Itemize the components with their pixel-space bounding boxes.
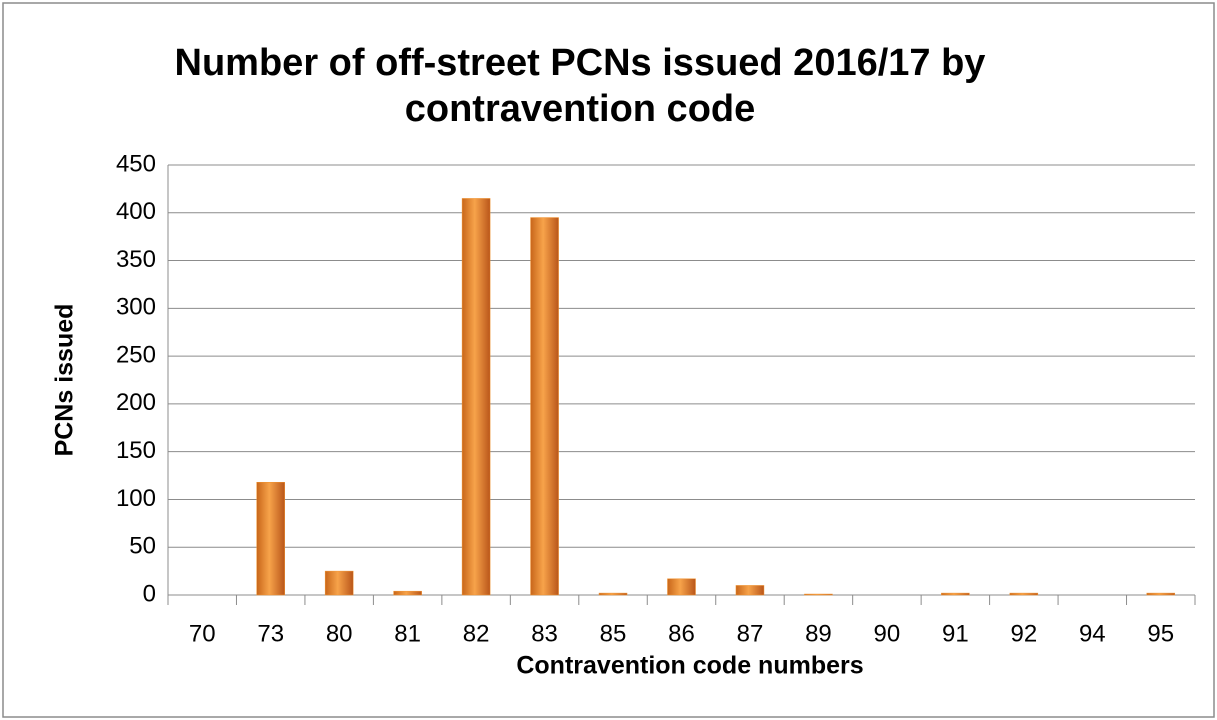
x-tick-label: 95 [1147, 620, 1174, 647]
y-tick-label: 0 [143, 580, 156, 607]
y-tick-label: 250 [116, 341, 156, 368]
bar [530, 217, 559, 596]
y-tick-label: 350 [116, 246, 156, 273]
chart-title: Number of off-street PCNs issued 2016/17… [174, 42, 986, 130]
x-tick-label: 70 [189, 620, 216, 647]
x-tick-label: 89 [805, 620, 832, 647]
x-tick-label: 91 [942, 620, 969, 647]
x-tick-label: 82 [463, 620, 490, 647]
x-tick-label: 83 [531, 620, 558, 647]
x-tick-label: 85 [600, 620, 627, 647]
y-tick-label: 50 [129, 533, 156, 560]
bar [324, 570, 354, 596]
x-axis-label: Contravention code numbers [516, 652, 863, 680]
bar [804, 593, 833, 596]
y-tick-label: 450 [116, 150, 156, 177]
bar [1009, 592, 1039, 596]
y-axis-label: PCNs issued [51, 304, 79, 457]
y-tick-label: 100 [116, 485, 156, 512]
bar [598, 592, 628, 596]
x-tick-label: 90 [874, 620, 901, 647]
bar [1146, 592, 1176, 596]
y-tick-label: 150 [116, 437, 156, 464]
y-tick-label: 300 [116, 294, 156, 321]
bar [461, 198, 491, 596]
bar [256, 481, 285, 596]
bar [667, 578, 696, 596]
y-tick-label: 200 [116, 389, 156, 416]
x-tick-label: 94 [1079, 620, 1106, 647]
bar [941, 592, 970, 596]
y-tick-label: 400 [116, 198, 156, 225]
x-tick-label: 87 [737, 620, 764, 647]
bar [735, 585, 765, 596]
x-tick-label: 92 [1010, 620, 1037, 647]
x-tick-label: 80 [326, 620, 353, 647]
bar [393, 590, 422, 596]
x-tick-label: 73 [257, 620, 284, 647]
x-tick-label: 81 [394, 620, 421, 647]
x-tick-label: 86 [668, 620, 695, 647]
